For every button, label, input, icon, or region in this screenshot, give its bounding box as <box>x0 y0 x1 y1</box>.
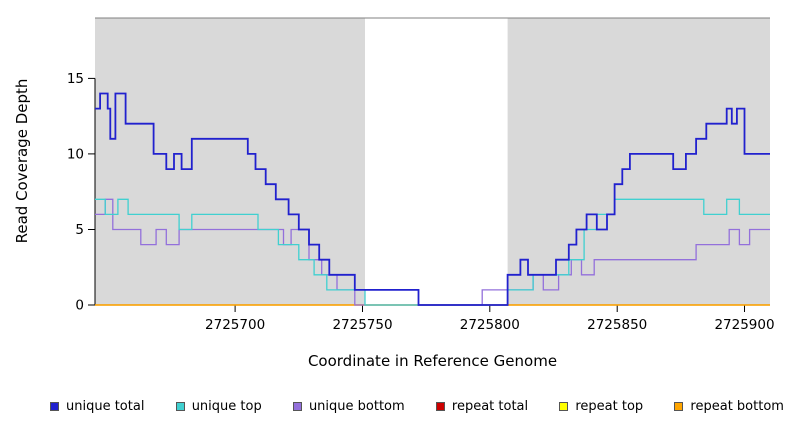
y-axis-title: Read Coverage Depth <box>13 78 31 244</box>
legend-item-unique-bottom: unique bottom <box>292 399 405 414</box>
x-tick-label: 2725900 <box>714 317 774 333</box>
series-unique-top-line <box>95 198 770 306</box>
legend-swatch-unique-bottom <box>292 402 302 411</box>
legend-swatch-repeat-total <box>435 402 445 411</box>
legend-item-unique-total: unique total <box>50 399 144 414</box>
legend-swatch-unique-top <box>175 402 185 411</box>
legend-label-repeat-total: repeat total <box>451 399 529 414</box>
legend-swatch-unique-total <box>50 402 59 411</box>
legend-item-repeat-top: repeat top <box>559 399 643 414</box>
series-unique-bottom-line <box>95 198 770 306</box>
legend-label-unique-top: unique top <box>191 399 262 414</box>
legend-item-repeat-total: repeat total <box>435 399 529 414</box>
series-unique-total-line <box>95 92 770 306</box>
legend-label-unique-bottom: unique bottom <box>308 399 405 414</box>
legend-swatch-repeat-top <box>559 402 569 411</box>
plot-canvas: 2725700 2725750 2725800 2725850 2725900 0 5 10 1… <box>67 17 775 333</box>
x-tick-label: 2725850 <box>587 317 647 333</box>
legend-label-unique-total: unique total <box>66 399 145 414</box>
legend-item-repeat-bottom: repeat bottom <box>674 399 784 414</box>
y-tick-label: 15 <box>67 71 84 87</box>
legend: unique total unique top unique bottom repea… <box>50 399 784 414</box>
legend-label-repeat-top: repeat top <box>575 399 644 414</box>
legend-item-unique-top: unique top <box>175 399 262 414</box>
x-tick-label: 2725700 <box>205 317 265 333</box>
x-tick-label: 2725750 <box>332 317 392 333</box>
x-axis-title: Coordinate in Reference Genome <box>307 352 558 370</box>
legend-label-repeat-bottom: repeat bottom <box>690 399 784 414</box>
y-tick-label: 5 <box>75 222 84 238</box>
y-tick-label: 0 <box>75 298 84 314</box>
shaded-region <box>95 18 365 305</box>
y-tick-label: 10 <box>67 146 84 162</box>
shaded-region <box>507 18 770 305</box>
x-tick-label: 2725800 <box>460 317 520 333</box>
legend-swatch-repeat-bottom <box>674 402 684 411</box>
